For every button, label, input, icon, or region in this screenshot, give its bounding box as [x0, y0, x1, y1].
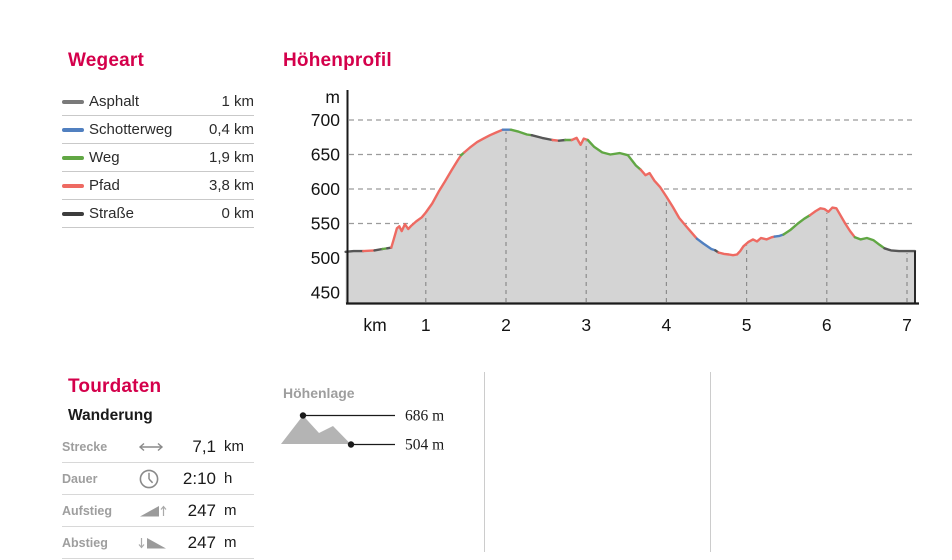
legend-item-label: Weg [89, 149, 120, 166]
svg-text:2: 2 [501, 315, 511, 335]
svg-text:m: m [325, 87, 340, 107]
legend-row: Schotterweg 0,4 km [62, 116, 254, 144]
tour-row-value: 247 [187, 532, 216, 552]
legend-row: Asphalt 1 km [62, 88, 254, 116]
tour-data-title: Tourdaten [68, 376, 162, 397]
legend-swatch [62, 127, 84, 132]
legend-item-label: Pfad [89, 177, 120, 194]
tour-row-label: Abstieg [62, 535, 108, 550]
svg-text:7: 7 [902, 315, 912, 335]
tour-row-value: 7,1 [192, 436, 216, 456]
max-elevation-value: 686 m [405, 408, 444, 425]
tour-data-row: Aufstieg 247 m [62, 495, 254, 527]
tour-row-label: Strecke [62, 439, 108, 454]
legend-item-label: Straße [89, 205, 135, 222]
svg-text:5: 5 [742, 315, 752, 335]
tour-data-rows: Strecke 7,1 km Dauer 2:10 h Aufstieg 247 m Abstie… [62, 431, 254, 559]
legend-item-value: 0,4 km [208, 121, 254, 138]
tour-data-panel: Tourdaten Wanderung Strecke 7,1 km Dauer 2:1… [62, 376, 254, 559]
tour-row-unit: h [224, 470, 233, 487]
svg-text:450: 450 [311, 283, 340, 303]
legend-swatch [62, 183, 84, 188]
legend-swatch [62, 99, 84, 104]
svg-text:550: 550 [311, 214, 340, 234]
tour-row-label: Aufstieg [62, 503, 112, 518]
legend-swatch [62, 155, 84, 160]
column-divider [710, 372, 711, 552]
svg-text:650: 650 [311, 145, 340, 165]
elevation-profile-chart: m 700 650 600 550 500 450 km 1 2 3 4 5 6 7 [311, 87, 919, 335]
distance-arrow-icon [138, 441, 174, 453]
legend-item-value: 3,8 km [208, 177, 254, 194]
elevation-range-label: Höhenlage [283, 385, 355, 401]
svg-text:3: 3 [581, 315, 591, 335]
legend-row: Pfad 3,8 km [62, 172, 254, 200]
svg-text:600: 600 [311, 179, 340, 199]
tour-row-value: 247 [187, 500, 216, 520]
legend-title: Wegeart [68, 50, 145, 71]
tour-data-row: Strecke 7,1 km [62, 431, 254, 463]
legend-rows: Asphalt 1 km Schotterweg 0,4 km Weg 1,9 km Pfa… [62, 88, 254, 228]
tour-type-label: Wanderung [68, 407, 153, 424]
svg-text:km: km [363, 315, 386, 335]
svg-text:700: 700 [311, 110, 340, 130]
legend-item-value: 1,9 km [208, 149, 254, 166]
legend-swatch [62, 211, 84, 216]
tour-data-row: Abstieg 247 m [62, 527, 254, 559]
legend-row: Weg 1,9 km [62, 144, 254, 172]
chart-title: Höhenprofil [283, 50, 392, 71]
tour-row-unit: m [224, 502, 237, 519]
base-dot [347, 441, 355, 448]
min-elevation-value: 504 m [405, 437, 444, 454]
ascent-icon [138, 503, 174, 519]
mountain-range-icon: 686 m 504 m [281, 408, 444, 454]
mountain-silhouette [281, 415, 351, 445]
legend-item-label: Asphalt [89, 93, 140, 110]
legend-item-label: Schotterweg [89, 121, 173, 138]
legend-item-value: 1 km [221, 93, 254, 110]
legend-item-value: 0 km [221, 205, 254, 222]
legend-row: Straße 0 km [62, 200, 254, 228]
elevation-range-panel: Höhenlage 686 m 504 m [281, 385, 493, 469]
surface-legend: Wegeart Asphalt 1 km Schotterweg 0,4 km Weg 1… [62, 50, 254, 228]
tour-row-value: 2:10 [182, 468, 216, 488]
svg-text:6: 6 [822, 315, 832, 335]
tour-data-row: Dauer 2:10 h [62, 463, 254, 495]
svg-text:4: 4 [662, 315, 672, 335]
tour-row-unit: km [224, 438, 244, 455]
column-divider [484, 372, 485, 552]
descent-icon [138, 535, 174, 551]
svg-text:500: 500 [311, 248, 340, 268]
tour-row-unit: m [224, 534, 237, 551]
svg-text:1: 1 [421, 315, 431, 335]
clock-icon [138, 468, 174, 490]
tour-row-label: Dauer [62, 471, 98, 486]
summit-dot [299, 412, 307, 419]
